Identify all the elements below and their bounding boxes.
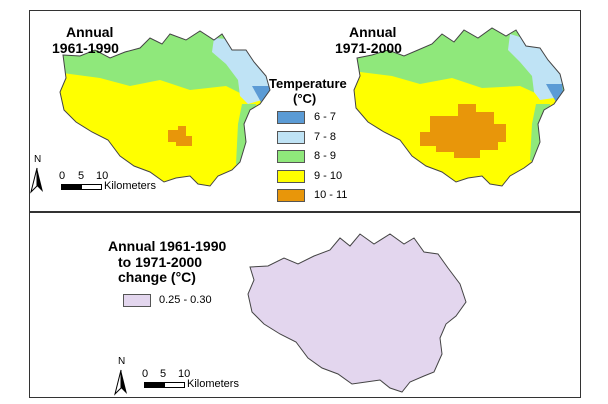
- scale-tick-5: 5: [78, 170, 85, 182]
- scale-tick-0: 0: [59, 170, 66, 182]
- temperature-legend-swatch: [277, 189, 305, 202]
- change-title-line1: Annual 1961-1990: [108, 238, 227, 254]
- north-label: N: [118, 356, 126, 367]
- scale-tick-5: 5: [160, 368, 167, 380]
- scale-tick-10: 10: [96, 170, 109, 182]
- scale-unit: Kilometers: [187, 378, 239, 390]
- north-arrow-icon: [114, 369, 127, 396]
- temperature-legend-label: 6 - 7: [314, 111, 337, 123]
- north-arrow-icon: [30, 167, 43, 194]
- scale-unit: Kilometers: [104, 180, 156, 192]
- temperature-legend-label: 8 - 9: [314, 150, 337, 162]
- map1-title-line2: 1961-1990: [52, 40, 119, 56]
- scale-tick-10: 10: [178, 368, 191, 380]
- change-legend-label: 0.25 - 0.30: [159, 294, 212, 306]
- change-legend-swatch: [123, 294, 151, 307]
- temperature-legend-swatch: [277, 111, 305, 124]
- temperature-legend-label: 10 - 11: [314, 189, 348, 201]
- map2-title-line2: 1971-2000: [335, 40, 402, 56]
- temperature-legend-label: 7 - 8: [314, 130, 337, 143]
- map1-title-line1: Annual: [66, 24, 114, 40]
- temperature-legend-swatch: [277, 130, 305, 144]
- scale-bar: [61, 184, 102, 190]
- temperature-legend-swatch: [277, 150, 305, 163]
- north-label: N: [34, 154, 42, 165]
- temperature-legend-swatch: [277, 169, 305, 183]
- temperature-legend-unit: (°C): [293, 91, 317, 106]
- scale-bar: [144, 382, 185, 388]
- change-title-line2: to 1971-2000: [118, 254, 203, 270]
- temperature-legend-title: Temperature: [269, 76, 347, 91]
- change-title-line3: change (°C): [118, 269, 196, 285]
- temperature-legend-label: 9 - 10: [314, 169, 343, 182]
- map2-title-line1: Annual: [349, 24, 397, 40]
- scale-tick-0: 0: [142, 368, 149, 380]
- change-area: [247, 233, 467, 393]
